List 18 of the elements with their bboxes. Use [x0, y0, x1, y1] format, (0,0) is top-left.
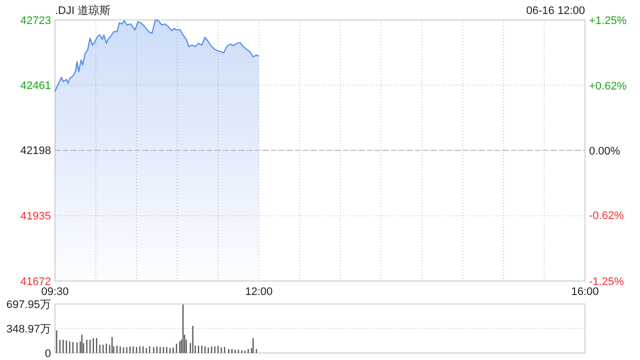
x-tick-label: 16:00: [571, 286, 599, 298]
y-tick-label: 41935: [20, 210, 51, 223]
y2-tick-label: -0.62%: [589, 210, 624, 222]
y-tick-label: 42198: [20, 145, 51, 158]
y2-tick-label: 0.00%: [589, 145, 620, 158]
x-tick-label: 09:30: [41, 286, 69, 298]
y-tick-label: 697.95万: [6, 298, 51, 311]
y2-tick-label: +1.25%: [589, 14, 627, 27]
y-tick-label: 0: [44, 348, 51, 360]
y-tick-label: 348.97万: [6, 323, 51, 336]
text: 06-16 12:00: [526, 5, 585, 17]
y-tick-label: 41672: [20, 276, 51, 288]
y-tick-label: 42461: [20, 80, 51, 92]
y2-tick-label: -1.25%: [589, 276, 624, 288]
y-tick-label: 42723: [20, 14, 51, 27]
x-tick-label: 12:00: [245, 286, 273, 298]
y2-tick-label: +0.62%: [589, 80, 627, 93]
chart-title: .DJI 道琼斯: [55, 4, 111, 17]
